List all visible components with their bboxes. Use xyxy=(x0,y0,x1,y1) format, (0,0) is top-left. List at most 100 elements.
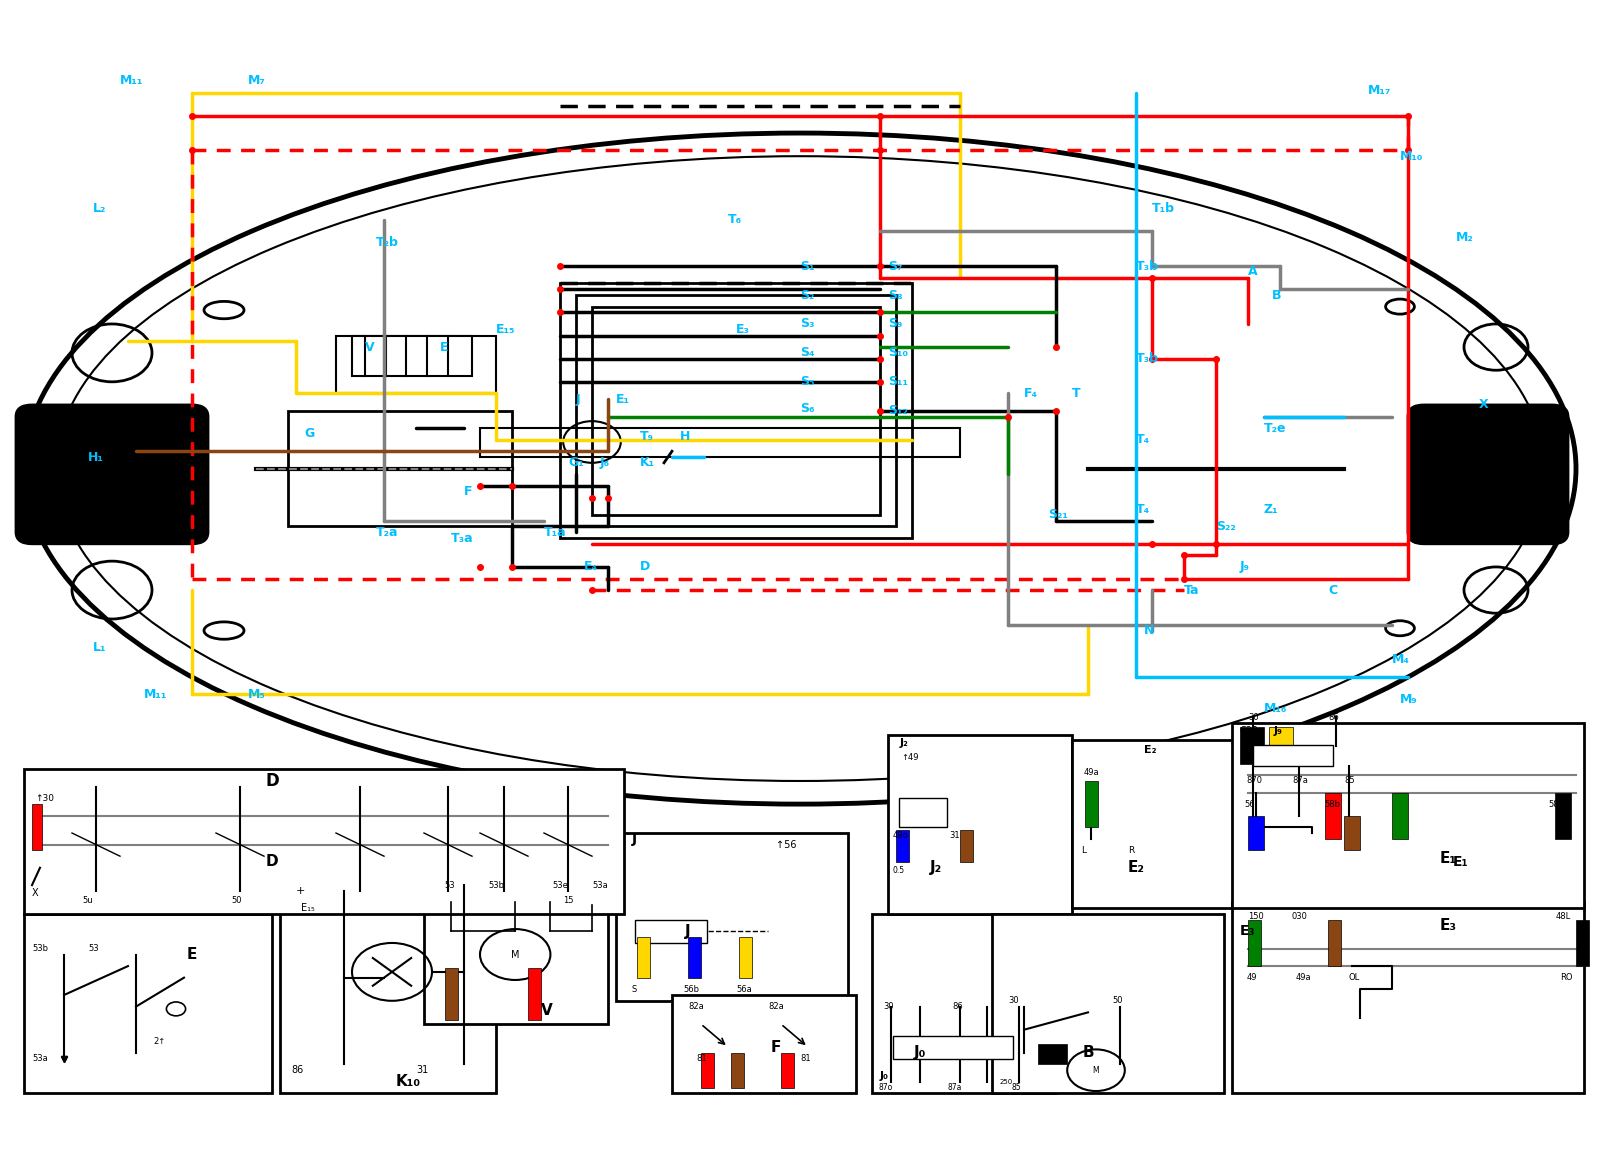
Text: ↑30: ↑30 xyxy=(35,794,54,803)
Text: K₁: K₁ xyxy=(640,456,654,470)
Bar xyxy=(781,1053,794,1088)
Text: M₉: M₉ xyxy=(1400,693,1418,707)
Text: K₁₀: K₁₀ xyxy=(395,1075,421,1089)
Bar xyxy=(1072,740,1264,908)
Text: 50: 50 xyxy=(232,896,242,905)
Text: 50: 50 xyxy=(1112,996,1123,1005)
Bar xyxy=(592,307,880,515)
Text: T₁a: T₁a xyxy=(544,525,566,539)
Text: 30: 30 xyxy=(883,1002,894,1011)
Text: 56a: 56a xyxy=(736,985,752,994)
Text: 870: 870 xyxy=(1246,776,1262,786)
Bar xyxy=(1232,902,1584,1093)
Text: E₁: E₁ xyxy=(1453,855,1469,869)
Bar xyxy=(1344,816,1360,850)
Bar xyxy=(1232,723,1584,908)
Bar xyxy=(960,830,973,862)
Text: L₂: L₂ xyxy=(93,201,106,215)
Text: ↑56: ↑56 xyxy=(776,840,797,849)
Bar xyxy=(1325,793,1341,839)
Text: F: F xyxy=(771,1040,781,1054)
Text: 53b: 53b xyxy=(32,944,48,953)
Text: 86: 86 xyxy=(291,1066,304,1075)
Bar xyxy=(280,868,496,1093)
Text: 49a: 49a xyxy=(1083,768,1099,778)
Text: E₄: E₄ xyxy=(584,560,598,574)
Text: T₃a: T₃a xyxy=(451,531,474,545)
Bar xyxy=(672,995,856,1093)
Text: E: E xyxy=(440,340,448,354)
Text: T₆: T₆ xyxy=(728,213,742,227)
Bar xyxy=(896,830,909,862)
Text: 56: 56 xyxy=(1245,799,1256,809)
Text: X: X xyxy=(1478,398,1488,412)
Bar xyxy=(1253,745,1333,766)
Text: 150: 150 xyxy=(1248,912,1264,921)
Text: 87o: 87o xyxy=(878,1083,893,1092)
Text: 81: 81 xyxy=(696,1054,707,1063)
Text: G: G xyxy=(304,427,314,441)
Text: A: A xyxy=(1248,265,1258,279)
Text: J: J xyxy=(685,924,691,938)
Text: 2↑: 2↑ xyxy=(154,1037,166,1046)
Bar xyxy=(701,1053,714,1088)
Text: +: + xyxy=(296,886,306,896)
Text: S₂₂: S₂₂ xyxy=(1216,519,1235,533)
Bar xyxy=(635,920,707,943)
Text: 87a: 87a xyxy=(1293,776,1309,786)
Text: M: M xyxy=(1093,1066,1099,1075)
Text: L₁: L₁ xyxy=(93,641,106,655)
Text: 81: 81 xyxy=(800,1054,811,1063)
Text: C: C xyxy=(1328,583,1338,597)
Bar xyxy=(528,968,541,1020)
Text: 15: 15 xyxy=(563,896,573,905)
Bar xyxy=(1328,920,1341,966)
Text: L: L xyxy=(1082,846,1086,855)
Text: 85: 85 xyxy=(1011,1083,1021,1092)
Text: S₇: S₇ xyxy=(888,259,902,273)
Text: 53a: 53a xyxy=(592,880,608,890)
Bar xyxy=(336,336,496,393)
Text: J₉: J₉ xyxy=(1274,727,1283,736)
Bar xyxy=(1038,1044,1067,1064)
Text: 85: 85 xyxy=(1344,776,1355,786)
Text: S₁: S₁ xyxy=(800,259,814,273)
Text: E₁: E₁ xyxy=(616,392,630,406)
Text: J₂: J₂ xyxy=(899,738,909,747)
Bar xyxy=(352,336,472,376)
Text: D: D xyxy=(640,560,650,574)
Text: N: N xyxy=(1144,624,1154,638)
Text: T₂a: T₂a xyxy=(376,525,398,539)
Text: E₁: E₁ xyxy=(1440,852,1456,865)
Text: S: S xyxy=(632,985,637,994)
Bar xyxy=(992,914,1224,1093)
Text: H: H xyxy=(680,429,690,443)
Text: V: V xyxy=(365,340,374,354)
Bar xyxy=(24,769,624,914)
Text: E₃: E₃ xyxy=(1440,919,1456,933)
Text: 030: 030 xyxy=(1291,912,1307,921)
Text: 0.5: 0.5 xyxy=(893,865,906,875)
Bar xyxy=(1392,793,1408,839)
Text: 86: 86 xyxy=(1328,713,1339,722)
Text: 49: 49 xyxy=(1246,973,1258,982)
Text: H₁: H₁ xyxy=(88,450,104,464)
Text: OL: OL xyxy=(1349,973,1360,982)
Bar xyxy=(899,798,947,827)
Bar xyxy=(739,937,752,978)
Text: 53e: 53e xyxy=(552,880,568,890)
Text: E₁₅: E₁₅ xyxy=(496,323,515,337)
Text: E₃: E₃ xyxy=(1240,924,1256,938)
Text: M₄: M₄ xyxy=(1392,653,1410,666)
Text: X: X xyxy=(32,889,38,898)
Text: J: J xyxy=(576,392,581,406)
Text: T₂b: T₂b xyxy=(376,236,398,250)
Bar xyxy=(1269,727,1293,764)
Text: S₉: S₉ xyxy=(888,317,902,331)
Text: D: D xyxy=(266,772,278,790)
Text: D: D xyxy=(266,855,278,869)
Text: S₂: S₂ xyxy=(800,288,814,302)
Text: M₁₁: M₁₁ xyxy=(144,687,168,701)
Text: 56b: 56b xyxy=(683,985,699,994)
Text: 82a: 82a xyxy=(688,1002,704,1011)
